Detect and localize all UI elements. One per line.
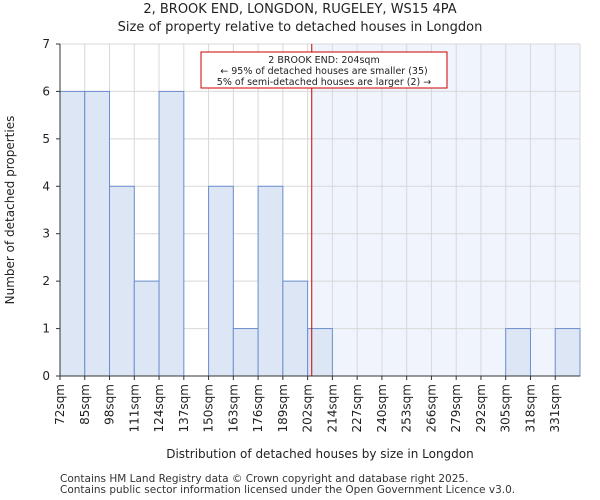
- bar-98sqm: [109, 185, 135, 377]
- x-axis-label: Distribution of detached houses by size …: [166, 447, 474, 461]
- x-tick-label: 279sqm: [449, 384, 463, 432]
- y-tick-label: 7: [42, 37, 50, 51]
- bar-72sqm: [59, 90, 86, 377]
- x-tick-label: 305sqm: [499, 384, 513, 432]
- x-tick-label: 189sqm: [276, 384, 290, 432]
- x-tick-label: 163sqm: [226, 384, 240, 432]
- bar-111sqm: [133, 280, 160, 377]
- bar-305sqm: [505, 328, 531, 377]
- x-tick-label: 318sqm: [523, 384, 537, 432]
- annotation-line-3: 5% of semi-detached houses are larger (2…: [217, 77, 431, 88]
- y-tick-label: 6: [42, 84, 50, 98]
- x-tick-label: 214sqm: [325, 384, 339, 432]
- x-tick-label: 266sqm: [424, 384, 438, 432]
- highlight-region: [311, 44, 580, 376]
- x-tick-label: 111sqm: [127, 384, 141, 432]
- x-tick-label: 124sqm: [152, 384, 166, 432]
- x-tick-label: 98sqm: [103, 384, 117, 425]
- chart-title: 2, BROOK END, LONGDON, RUGELEY, WS15 4PA: [143, 2, 457, 17]
- y-axis-label: Number of detached properties: [3, 116, 17, 305]
- annotation-line-2: ← 95% of detached houses are smaller (35…: [220, 66, 427, 77]
- y-tick-label: 4: [42, 179, 50, 193]
- x-tick-label: 85sqm: [78, 384, 92, 425]
- x-tick-label: 137sqm: [177, 384, 191, 432]
- bar-189sqm: [282, 280, 309, 377]
- x-tick-label: 331sqm: [548, 384, 562, 432]
- bar-176sqm: [257, 185, 284, 377]
- bar-124sqm: [158, 90, 185, 377]
- footer-line-1: Contains HM Land Registry data © Crown c…: [60, 473, 469, 485]
- x-tick-label: 240sqm: [375, 384, 389, 432]
- bar-331sqm: [554, 328, 581, 377]
- y-tick-label: 2: [42, 274, 50, 288]
- annotation-line-1: 2 BROOK END: 204sqm: [268, 55, 379, 66]
- y-tick-label: 3: [42, 227, 50, 241]
- y-tick-label: 5: [42, 132, 50, 146]
- y-tick-label: 0: [42, 369, 50, 383]
- annotation-box: [200, 51, 448, 89]
- bar-163sqm: [232, 328, 259, 377]
- x-tick-label: 253sqm: [400, 384, 414, 432]
- footer-line-2: Contains public sector information licen…: [60, 484, 516, 496]
- bar-150sqm: [208, 185, 234, 377]
- x-tick-label: 72sqm: [53, 384, 67, 425]
- y-tick-label: 1: [42, 322, 50, 336]
- x-tick-label: 176sqm: [251, 384, 265, 432]
- chart-subtitle: Size of property relative to detached ho…: [117, 20, 483, 35]
- x-tick-label: 150sqm: [202, 384, 216, 432]
- bar-chart: 0 1 2 3 4 5 6 7 72sqm 85sqm 98sqm 111sqm 124sqm 137sq…: [3, 37, 581, 461]
- bar-85sqm: [84, 90, 111, 377]
- x-tick-label: 202sqm: [301, 384, 315, 432]
- x-tick-label: 292sqm: [474, 384, 488, 432]
- x-tick-label: 227sqm: [350, 384, 364, 432]
